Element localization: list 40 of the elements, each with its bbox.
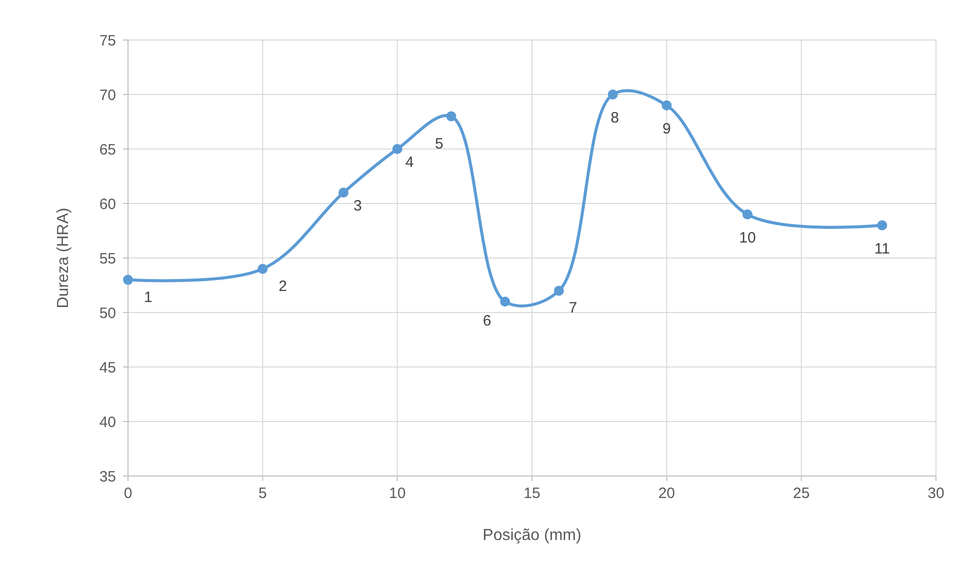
- y-tick-label: 60: [99, 196, 116, 213]
- annotation: 7: [568, 300, 578, 317]
- annotation: 11: [874, 240, 890, 258]
- y-tick-label: 40: [99, 414, 116, 431]
- annotation: 2: [278, 278, 288, 295]
- y-tick-label: 50: [99, 304, 116, 322]
- point: [500, 296, 510, 307]
- y-tick-label: 35: [99, 468, 116, 486]
- point: [338, 188, 348, 198]
- annotation: 1: [144, 288, 152, 306]
- x-tick-label: 20: [658, 485, 676, 502]
- point: [123, 274, 133, 285]
- x-tick-label: 15: [524, 485, 540, 502]
- annotation: 4: [405, 154, 414, 171]
- point: [446, 111, 456, 122]
- annotation: 9: [662, 120, 671, 138]
- annotation: 3: [353, 198, 362, 215]
- y-tick-label: 70: [99, 86, 116, 104]
- x-tick-label: 25: [792, 485, 810, 502]
- x-tick-label: 10: [388, 485, 406, 502]
- y-tick-label: 75: [99, 32, 116, 50]
- point: [877, 220, 888, 230]
- x-tick-label: 30: [928, 485, 944, 502]
- point: [608, 90, 618, 100]
- x-tick-label: 0: [124, 485, 132, 502]
- annotation: 6: [482, 312, 492, 330]
- x-tick-label: 5: [258, 485, 267, 502]
- point: [554, 286, 564, 296]
- point: [662, 100, 672, 110]
- point: [392, 144, 402, 154]
- y-tick-label: 65: [99, 141, 116, 158]
- point: [742, 209, 752, 220]
- annotation: 8: [610, 110, 619, 126]
- y-axis-title: Dureza (HRA): [55, 208, 72, 308]
- point: [258, 264, 268, 274]
- y-tick-label: 45: [99, 359, 116, 376]
- y-tick-label: 55: [99, 250, 116, 268]
- annotation: 10: [739, 229, 756, 246]
- x-axis-title: Posição (mm): [482, 527, 582, 544]
- annotation: 5: [435, 135, 444, 152]
